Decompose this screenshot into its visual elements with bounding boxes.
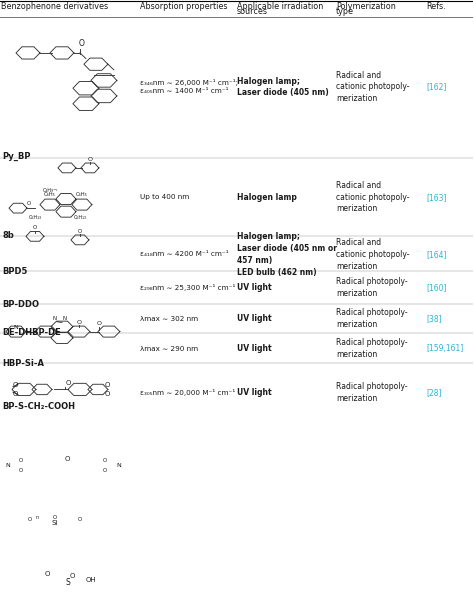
Text: [164]: [164] <box>426 250 447 259</box>
Text: Radical photopoly-
merization: Radical photopoly- merization <box>336 338 408 359</box>
Text: DE-DHBP-DE: DE-DHBP-DE <box>2 328 61 337</box>
Text: [159,161]: [159,161] <box>426 344 464 353</box>
Text: C₆H₁₃: C₆H₁₃ <box>73 215 86 220</box>
Text: N: N <box>6 463 10 468</box>
Text: N: N <box>117 463 121 468</box>
Text: n: n <box>36 514 38 520</box>
Text: O: O <box>12 391 18 397</box>
Text: Radical and
cationic photopoly-
merization: Radical and cationic photopoly- merizati… <box>336 238 410 270</box>
Text: [38]: [38] <box>426 314 442 323</box>
Text: O: O <box>104 391 109 397</box>
Text: O: O <box>76 320 82 325</box>
Text: UV light: UV light <box>237 344 272 353</box>
Text: O: O <box>28 517 32 522</box>
Text: C₆H₅: C₆H₅ <box>44 192 56 197</box>
Text: Radical photopoly-
merization: Radical photopoly- merization <box>336 308 408 329</box>
Text: UV light: UV light <box>237 314 272 323</box>
Text: C₆H₁₃: C₆H₁₃ <box>28 215 41 220</box>
Text: ε₄₁₈nm ∼ 4200 M⁻¹ cm⁻¹: ε₄₁₈nm ∼ 4200 M⁻¹ cm⁻¹ <box>140 251 228 257</box>
Text: O: O <box>19 458 23 463</box>
Text: [160]: [160] <box>426 283 447 292</box>
Text: Absorption properties: Absorption properties <box>140 2 227 11</box>
Text: UV light: UV light <box>237 283 272 292</box>
Text: O: O <box>79 39 85 48</box>
Text: Halogen lamp;
Laser diode (405 nm): Halogen lamp; Laser diode (405 nm) <box>237 76 328 97</box>
Text: type: type <box>336 7 354 16</box>
Text: N: N <box>53 316 57 322</box>
Text: O: O <box>78 517 82 522</box>
Text: N: N <box>14 325 18 330</box>
Text: O: O <box>78 229 82 234</box>
Text: BP-S-CH₂-COOH: BP-S-CH₂-COOH <box>2 402 75 411</box>
Text: Polymerization: Polymerization <box>336 2 396 11</box>
Text: λmax ∼ 302 nm: λmax ∼ 302 nm <box>140 316 198 322</box>
Text: C₄H₉¬: C₄H₉¬ <box>42 188 57 193</box>
Text: Halogen lamp;
Laser diode (405 nm or
457 nm)
LED bulb (462 nm): Halogen lamp; Laser diode (405 nm or 457… <box>237 232 337 276</box>
Text: S: S <box>65 578 70 587</box>
Text: [162]: [162] <box>426 82 447 91</box>
Text: Applicable irradiation: Applicable irradiation <box>237 2 323 11</box>
Text: O: O <box>103 468 107 473</box>
Text: λmax ∼ 290 nm: λmax ∼ 290 nm <box>140 346 198 352</box>
Text: Halogen lamp: Halogen lamp <box>237 193 297 202</box>
Text: ε₃₀₅nm ∼ 20,000 M⁻¹ cm⁻¹: ε₃₀₅nm ∼ 20,000 M⁻¹ cm⁻¹ <box>140 389 235 395</box>
Text: sources: sources <box>237 7 268 16</box>
Text: O: O <box>27 201 31 206</box>
Text: BPD5: BPD5 <box>2 267 28 276</box>
Text: O: O <box>69 573 74 579</box>
Text: O: O <box>44 570 50 576</box>
Text: Radical and
cationic photopoly-
merization: Radical and cationic photopoly- merizati… <box>336 71 410 103</box>
Text: O: O <box>87 157 92 162</box>
Text: O: O <box>96 322 101 326</box>
Text: O: O <box>19 468 23 473</box>
Text: O: O <box>64 456 70 462</box>
Text: UV light: UV light <box>237 388 272 397</box>
Text: N: N <box>63 316 67 322</box>
Text: Refs.: Refs. <box>426 2 446 11</box>
Text: Radical photopoly-
merization: Radical photopoly- merization <box>336 277 408 298</box>
Text: O: O <box>65 380 71 386</box>
Text: BP-DDO: BP-DDO <box>2 300 39 309</box>
Text: C₆H₅: C₆H₅ <box>76 192 88 197</box>
Text: Radical and
cationic photopoly-
merization: Radical and cationic photopoly- merizati… <box>336 181 410 213</box>
Text: O: O <box>53 514 57 520</box>
Text: Py_BP: Py_BP <box>2 152 31 162</box>
Text: ε₂₉₈nm ∼ 25,300 M⁻¹ cm⁻¹: ε₂₉₈nm ∼ 25,300 M⁻¹ cm⁻¹ <box>140 284 235 291</box>
Text: O: O <box>12 382 18 388</box>
Text: OH: OH <box>86 577 96 583</box>
Text: Radical photopoly-
merization: Radical photopoly- merization <box>336 382 408 403</box>
Text: O: O <box>104 382 109 388</box>
Text: [163]: [163] <box>426 193 447 202</box>
Text: Si: Si <box>52 520 58 526</box>
Text: Benzophenone derivatives: Benzophenone derivatives <box>1 2 109 11</box>
Text: 8b: 8b <box>2 231 14 240</box>
Text: O: O <box>33 225 37 230</box>
Text: [28]: [28] <box>426 388 442 397</box>
Text: HBP-Si-A: HBP-Si-A <box>2 359 45 368</box>
Text: Up to 400 nm: Up to 400 nm <box>140 194 189 200</box>
Text: O: O <box>103 458 107 463</box>
Text: ε₃₄₆nm ∼ 26,000 M⁻¹ cm⁻¹;
ε₄₀₅nm ∼ 1400 M⁻¹ cm⁻¹: ε₃₄₆nm ∼ 26,000 M⁻¹ cm⁻¹; ε₄₀₅nm ∼ 1400 … <box>140 79 237 94</box>
